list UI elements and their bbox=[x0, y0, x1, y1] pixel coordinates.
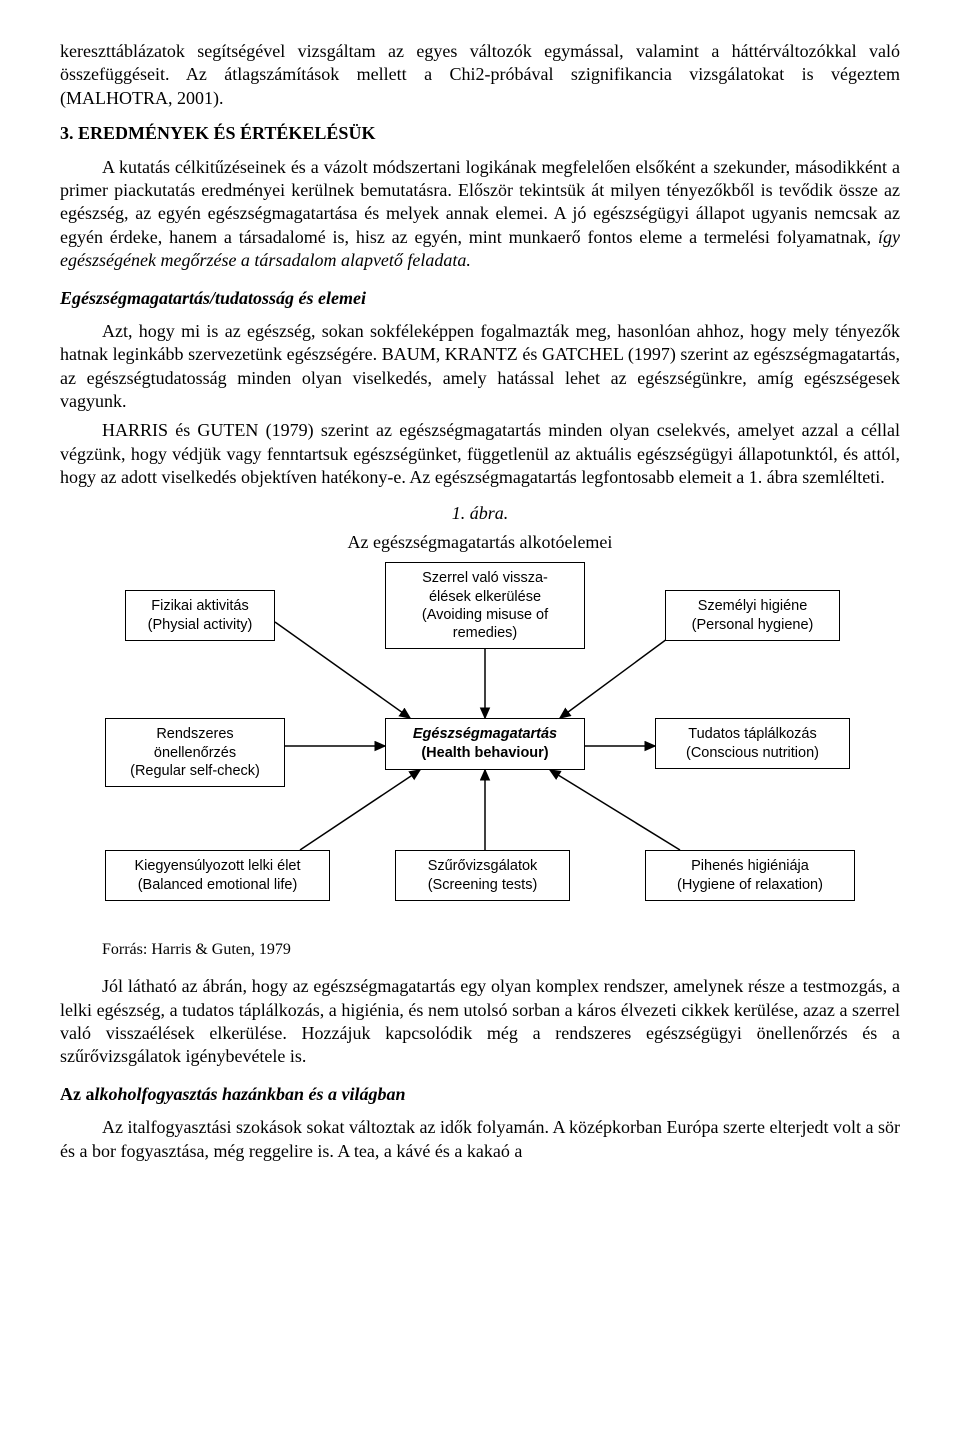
diagram-node: Rendszeresönellenőrzés(Regular self-chec… bbox=[105, 718, 285, 786]
diagram-node: Fizikai aktivitás(Physial activity) bbox=[125, 590, 275, 640]
diagram-node: Személyi higiéne(Personal hygiene) bbox=[665, 590, 840, 640]
center-node-en: (Health behaviour) bbox=[396, 744, 574, 762]
paragraph-text: A kutatás célkitűzéseinek és a vázolt mó… bbox=[60, 157, 900, 247]
diagram-node: Pihenés higiéniája(Hygiene of relaxation… bbox=[645, 850, 855, 900]
figure-number: 1. ábra. bbox=[60, 502, 900, 525]
subheading: Egészségmagatartás/tudatosság és elemei bbox=[60, 287, 900, 310]
diagram-center-node: Egészségmagatartás (Health behaviour) bbox=[385, 718, 585, 770]
diagram-node: Tudatos táplálkozás(Conscious nutrition) bbox=[655, 718, 850, 768]
subheading: Az alkoholfogyasztás hazánkban és a vilá… bbox=[60, 1083, 900, 1106]
health-behaviour-diagram: Fizikai aktivitás(Physial activity) Szerr… bbox=[100, 560, 860, 930]
figure-title: Az egészségmagatartás alkotóelemei bbox=[60, 531, 900, 554]
paragraph: Jól látható az ábrán, hogy az egészségma… bbox=[60, 975, 900, 1069]
paragraph: Azt, hogy mi is az egészség, sokan sokfé… bbox=[60, 320, 900, 414]
paragraph: HARRIS és GUTEN (1979) szerint az egészs… bbox=[60, 419, 900, 489]
diagram-node: Kiegyensúlyozott lelki élet(Balanced emo… bbox=[105, 850, 330, 900]
subhead-prefix: Az a bbox=[60, 1084, 95, 1104]
center-node-hu: Egészségmagatartás bbox=[396, 725, 574, 743]
diagram-node: Szűrővizsgálatok(Screening tests) bbox=[395, 850, 570, 900]
subhead-rest: lkoholfogyasztás hazánkban és a világban bbox=[95, 1084, 406, 1104]
paragraph: A kutatás célkitűzéseinek és a vázolt mó… bbox=[60, 156, 900, 273]
diagram-node: Szerrel való vissza-élések elkerülése(Av… bbox=[385, 562, 585, 649]
section-heading: 3. EREDMÉNYEK ÉS ÉRTÉKELÉSÜK bbox=[60, 122, 900, 145]
paragraph: Az italfogyasztási szokások sokat változ… bbox=[60, 1116, 900, 1163]
figure-source: Forrás: Harris & Guten, 1979 bbox=[102, 940, 900, 961]
paragraph: kereszttáblázatok segítségével vizsgálta… bbox=[60, 40, 900, 110]
